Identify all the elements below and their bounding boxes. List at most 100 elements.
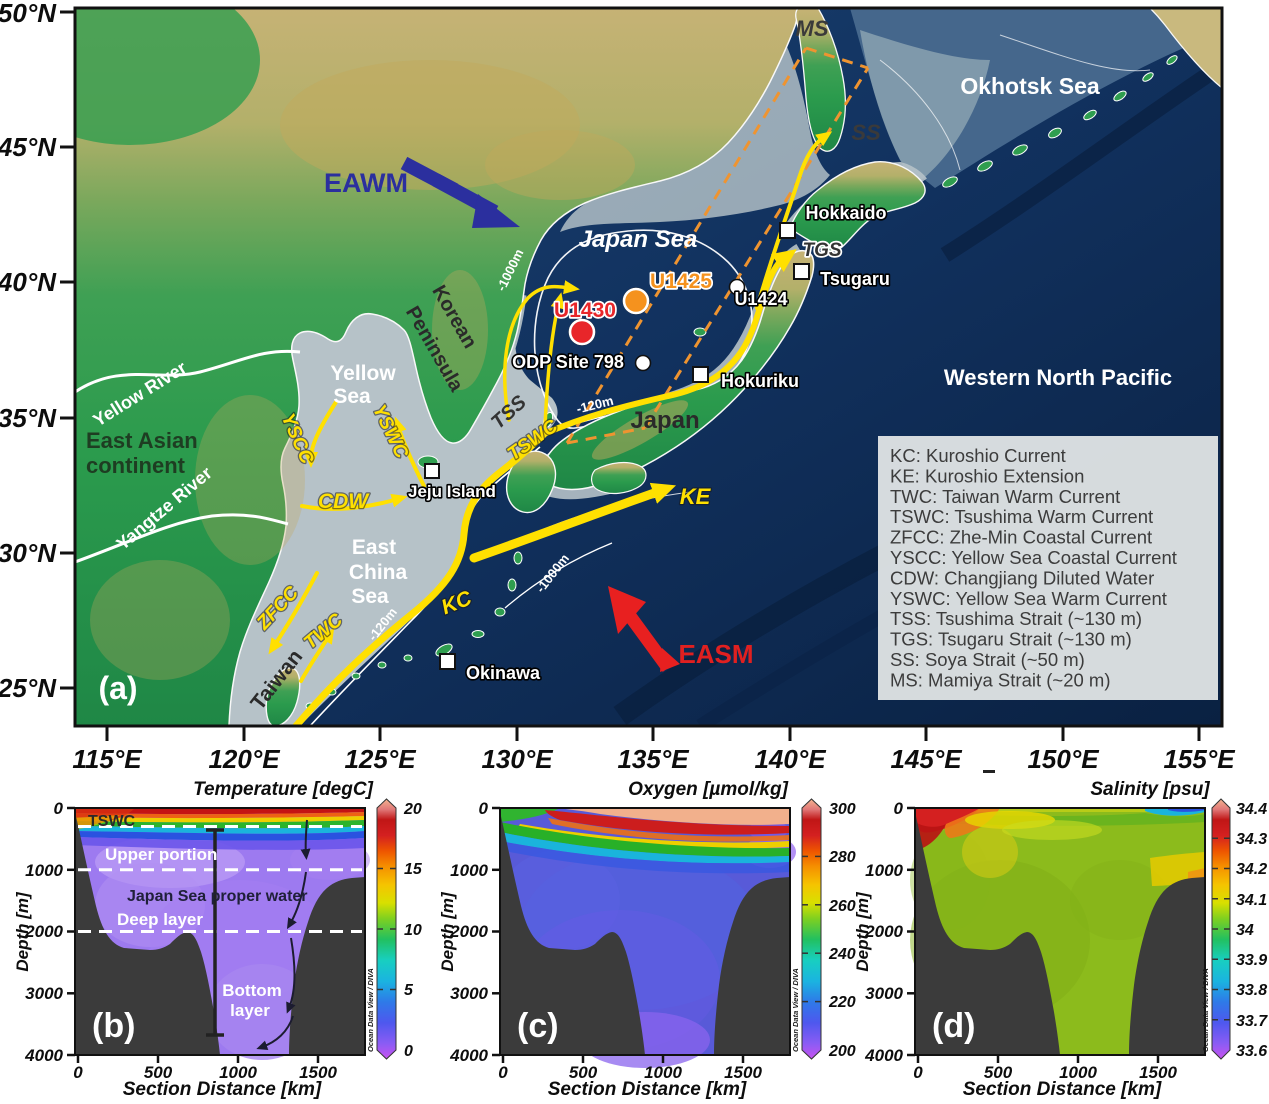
x-tick: 1000: [219, 1063, 257, 1082]
panel-c-label: (c): [517, 1007, 559, 1045]
salinity-section-panel: Salinity [psu] (d): [853, 770, 1268, 1100]
overbar-mark: [983, 770, 995, 773]
y-tick: 3000: [25, 984, 63, 1003]
cb-tick: 20: [403, 801, 422, 818]
easm-arrow: [608, 586, 680, 672]
y-tick: 3000: [865, 984, 903, 1003]
current-label-cdw: CDW: [318, 490, 370, 513]
cb-tick: 0: [404, 1043, 413, 1060]
oxy-bathymetry-mask: [500, 812, 790, 1055]
asian-continent-land: [75, 8, 801, 726]
cb-tick: 300: [829, 801, 856, 818]
legend-line: YSCC: Yellow Sea Coastal Current: [890, 547, 1177, 568]
y-tick: 2000: [449, 922, 488, 941]
annotation-bottom-1: Bottom: [222, 981, 281, 1000]
hokkaido-square: [779, 222, 796, 239]
cb-tick: 33.6: [1236, 1043, 1267, 1060]
site-label-odp798: ODP Site 798: [512, 352, 624, 372]
legend-line: TGS: Tsugaru Strait (~130 m): [890, 629, 1132, 650]
current-label-ke: KE: [680, 484, 712, 509]
annotation-upper-portion: Upper portion: [105, 845, 217, 864]
lon-tick-label: 140°E: [754, 744, 826, 774]
sal-axis-ticks: [907, 806, 1160, 1063]
legend-line: TWC: Taiwan Warm Current: [890, 486, 1120, 507]
sea-label-yellow-1: Yellow: [330, 362, 396, 385]
y-tick: 2000: [864, 922, 903, 941]
legend-line: TSWC: Tsushima Warm Current: [890, 506, 1153, 527]
taiwan-land: [265, 667, 301, 726]
y-tick: 1000: [450, 861, 488, 880]
sea-label-yellow-2: Sea: [333, 385, 371, 408]
lon-tick-label: 150°E: [1027, 744, 1099, 774]
zfcc-path: [268, 571, 319, 655]
panel-b-label: (b): [92, 1007, 135, 1045]
kuroshio-extension-path: [469, 482, 677, 563]
site-label-u1430: U1430: [554, 299, 616, 322]
place-label-tsugaru: Tsugaru: [820, 269, 890, 289]
cb-tick: 33.9: [1236, 952, 1267, 969]
x-tick: 0: [913, 1063, 923, 1082]
lon-tick-label: 145°E: [890, 744, 962, 774]
cb-tick: 240: [828, 946, 856, 963]
odv-credit: Ocean Data View / DIVA: [791, 968, 800, 1052]
odv-credit: Ocean Data View / DIVA: [1201, 968, 1210, 1052]
legend-line: KC: Kuroshio Current: [890, 445, 1066, 466]
cb-tick: 260: [828, 898, 856, 915]
y-tick: 0: [894, 799, 904, 818]
cb-tick: 34.2: [1236, 861, 1267, 878]
okhotsk-shallow: [860, 30, 990, 185]
cb-tick: 10: [404, 922, 422, 939]
hokuriku-square: [692, 366, 709, 383]
legend-line: ZFCC: Zhe-Min Coastal Current: [890, 527, 1152, 548]
soya-branch-path: [755, 131, 833, 310]
panel-d-label: (d): [932, 1007, 975, 1045]
y-tick: 1000: [865, 861, 903, 880]
y-tick: 1000: [25, 861, 63, 880]
site-markers: [424, 222, 810, 670]
lat-tick-label: 30°N: [0, 538, 57, 568]
mid-branch-east-path: [543, 292, 565, 429]
kyushu-land: [505, 450, 557, 514]
annotation-jspw: Japan Sea proper water: [127, 888, 308, 905]
cb-tick: 280: [828, 849, 856, 866]
lon-tick-label: 130°E: [481, 744, 553, 774]
place-label-hokkaido: Hokkaido: [805, 203, 886, 223]
land-label-east-asian: East Asian: [86, 428, 198, 453]
sal-surface-bands: [915, 808, 1205, 886]
x-tick: 1500: [1139, 1063, 1177, 1082]
yscc-path: [304, 400, 338, 468]
legend-line: YSWC: Yellow Sea Warm Current: [890, 588, 1167, 609]
hokkaido-land: [789, 161, 926, 252]
x-tick: 0: [498, 1063, 508, 1082]
x-tick: 500: [569, 1063, 598, 1082]
kuril-islands: [942, 55, 1178, 188]
land-label-japan: Japan: [630, 407, 699, 434]
u1425-marker: [622, 287, 650, 315]
cb-tick: 34.1: [1236, 892, 1267, 909]
nw-green-terrain: [75, 8, 260, 145]
oxy-axis-ticks: [492, 806, 745, 1063]
strait-label-ms: MS: [796, 16, 829, 41]
japan-alps-shading: [591, 400, 689, 460]
x-axis-label: Section Distance [km]: [123, 1079, 322, 1100]
easm-label: EASM: [678, 639, 753, 669]
lat-tick-label: 25°N: [0, 673, 57, 703]
site-label-u1424: U1424: [734, 289, 787, 309]
lon-tick-label: 125°E: [344, 744, 416, 774]
panel-c-title: Oxygen [µmol/kg]: [628, 779, 788, 800]
shikoku-land: [591, 461, 647, 495]
lon-tick-label: 115°E: [72, 744, 142, 774]
lat-tick-label: 35°N: [0, 403, 57, 433]
x-tick: 500: [144, 1063, 173, 1082]
x-tick: 1000: [1059, 1063, 1097, 1082]
okinawa-square: [439, 653, 456, 670]
place-label-jeju: Jeju Island: [408, 482, 496, 501]
jeju-square: [424, 463, 440, 479]
tsushima-warm-current-path: [541, 249, 797, 437]
x-axis-label: Section Distance [km]: [963, 1079, 1162, 1100]
rivers: [75, 349, 301, 564]
yswc-path: [393, 416, 426, 488]
temp-colorbar-ticks: [377, 867, 396, 991]
annotation-bottom-2: layer: [230, 1001, 270, 1020]
